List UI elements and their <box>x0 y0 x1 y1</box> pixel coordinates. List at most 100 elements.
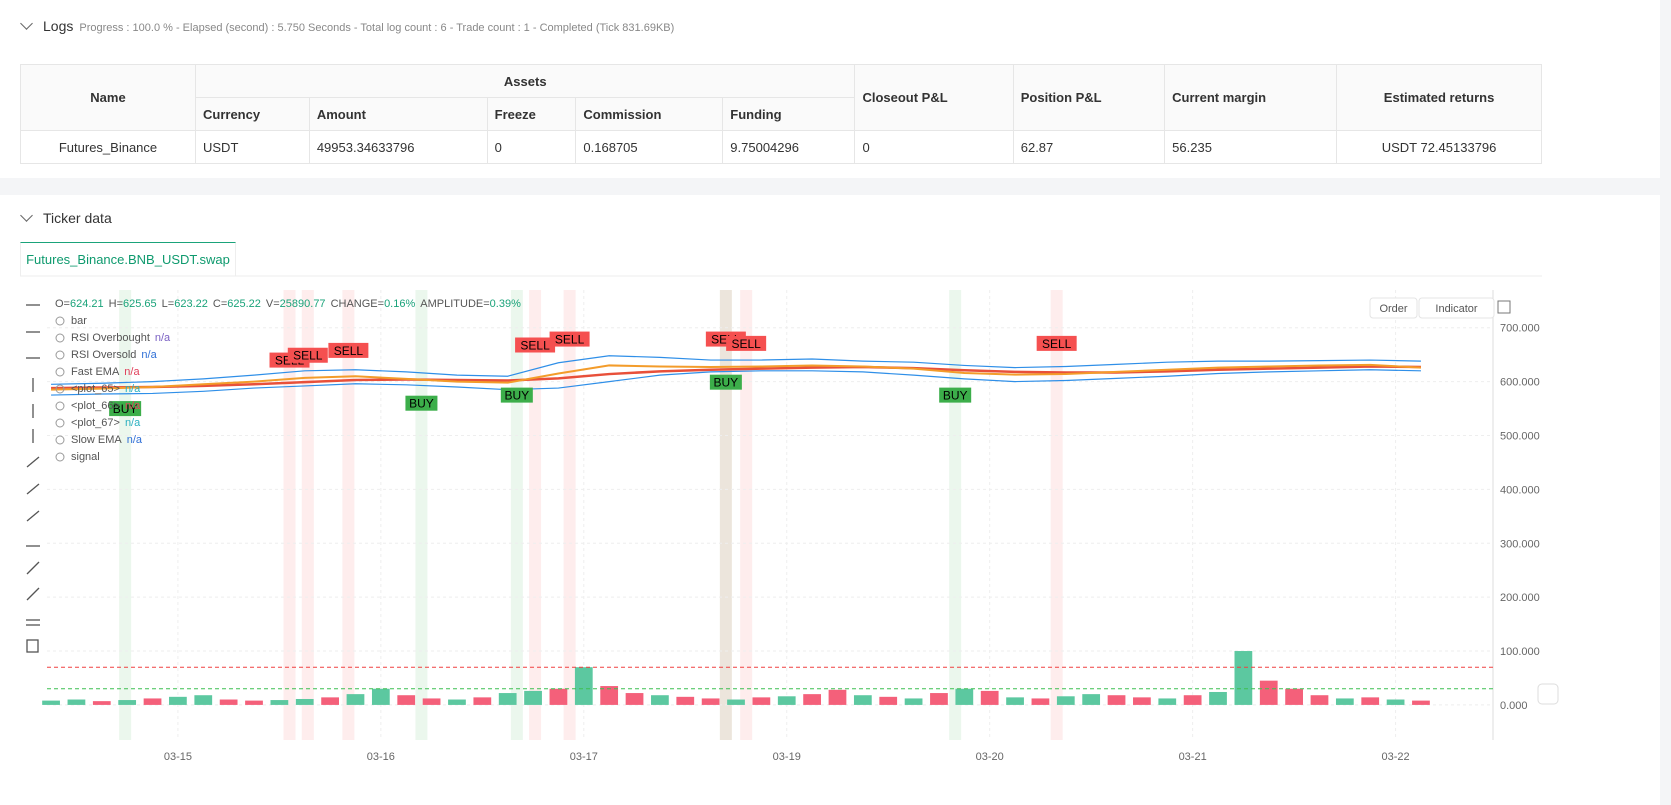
info-value: 625.22 <box>227 298 261 310</box>
y-tick-label: 700.000 <box>1500 323 1540 335</box>
legend-eye[interactable] <box>55 367 65 377</box>
legend-eye[interactable] <box>55 452 65 462</box>
legend-value: n/a <box>127 434 143 446</box>
legend-item[interactable]: <plot_65> n/a <box>71 383 141 395</box>
ticker-tab[interactable]: Futures_Binance.BNB_USDT.swap <box>20 242 236 276</box>
scroll-button[interactable] <box>1537 683 1559 705</box>
volume-bar <box>346 694 365 705</box>
signal-label: SELL <box>520 339 550 353</box>
legend-value: n/a <box>141 349 157 361</box>
legend-item[interactable]: signal <box>71 451 100 463</box>
signal-band <box>740 290 753 740</box>
td: 0 <box>854 130 1014 164</box>
legend-item[interactable]: Fast EMA n/a <box>71 366 140 378</box>
info-label: AMPLITUDE= <box>420 298 489 310</box>
volume-bar <box>574 667 593 705</box>
volume-bar <box>549 688 568 705</box>
legend-eye[interactable] <box>55 333 65 343</box>
legend-value: n/a <box>155 332 171 344</box>
legend-name: <plot_66> <box>71 400 120 412</box>
y-tick-label: 500.000 <box>1500 430 1540 442</box>
legend-eye[interactable] <box>55 350 65 360</box>
info-label: L= <box>162 298 175 310</box>
chart-button-label[interactable]: Indicator <box>1435 303 1478 315</box>
volume-bar <box>752 697 771 705</box>
volume-bar <box>1310 695 1329 705</box>
volume-bar <box>270 700 289 705</box>
legend-value: n/a <box>125 400 141 412</box>
toolbar <box>26 304 40 653</box>
logs-title: Logs <box>43 18 74 34</box>
th: Freeze <box>486 97 577 131</box>
volume-bar <box>1386 699 1405 705</box>
legend-eye[interactable] <box>55 435 65 445</box>
info-label: CHANGE= <box>331 298 385 310</box>
signal-label: SELL <box>334 344 364 358</box>
legend-item[interactable]: RSI Oversold n/a <box>71 349 158 361</box>
logs-header[interactable]: Logs Progress : 100.0 % - Elapsed (second… <box>20 17 675 34</box>
legend-item[interactable]: RSI Overbought n/a <box>71 332 171 344</box>
legend-eye[interactable] <box>55 401 65 411</box>
legend-item[interactable]: <plot_67> n/a <box>71 417 141 429</box>
signal-label: SELL <box>555 333 585 347</box>
chart-button[interactable] <box>1418 297 1495 319</box>
logs-status: Progress : 100.0 % - Elapsed (second) : … <box>79 22 675 34</box>
volume-bar <box>422 698 441 705</box>
info-label: O= <box>55 298 70 310</box>
volume-bar <box>1412 700 1430 705</box>
signal-band <box>1050 290 1063 740</box>
legend-item[interactable]: Slow EMA n/a <box>71 434 143 446</box>
volume-bar <box>651 695 669 705</box>
th: Assets <box>194 64 856 98</box>
th: Amount <box>308 97 488 131</box>
signal-box <box>549 331 590 347</box>
td: USDT 72.45133796 <box>1336 130 1542 164</box>
chart-button-label[interactable]: Order <box>1379 303 1407 315</box>
ohlc-info: O=624.21 H=625.65 L=623.22 C=625.22 V=25890.… <box>55 298 521 310</box>
legend-value: n/a <box>125 383 141 395</box>
info-label: V= <box>266 298 280 310</box>
volume-bar <box>1234 651 1253 705</box>
volume-bar <box>169 696 187 705</box>
signal-box <box>1036 335 1077 351</box>
x-tick-label: 03-15 <box>164 751 192 763</box>
info-label: H= <box>109 298 123 310</box>
legend-eye[interactable] <box>55 384 65 394</box>
signal-band <box>342 290 355 740</box>
y-tick-label: 0.000 <box>1500 700 1528 712</box>
volume-bar <box>1031 698 1050 705</box>
volume-bar <box>777 696 796 705</box>
td: Futures_Binance <box>20 130 196 164</box>
ticker-header[interactable]: Ticker data <box>20 209 112 226</box>
signal-label: BUY <box>943 389 968 403</box>
series-line <box>51 363 1422 391</box>
legend-eye[interactable] <box>55 418 65 428</box>
volume-bar <box>219 699 238 705</box>
signal-label: SELL <box>1042 337 1072 351</box>
signal-band <box>949 290 962 740</box>
volume-bar <box>371 688 390 705</box>
volume-bar <box>245 700 263 705</box>
volume-bar <box>828 689 847 705</box>
volume-bar <box>1133 697 1151 705</box>
volume-bar <box>1259 680 1278 705</box>
expand-button[interactable] <box>1497 300 1511 314</box>
th: Position P&L <box>1012 64 1166 131</box>
legend-eye[interactable] <box>55 316 65 326</box>
volume-bar <box>930 693 948 705</box>
legend-item[interactable]: bar <box>71 315 87 327</box>
legend-name: <plot_65> <box>71 383 120 395</box>
legend-name: Slow EMA <box>71 434 122 446</box>
signal-box <box>109 401 142 417</box>
legend-item[interactable]: <plot_66> n/a <box>71 400 141 412</box>
volume-bar <box>955 688 974 705</box>
volume-bar <box>1158 698 1177 705</box>
signal-band <box>510 290 523 740</box>
signal-box <box>328 342 369 358</box>
td: USDT <box>195 130 310 164</box>
legend-name: RSI Overbought <box>71 332 150 344</box>
td: 9.75004296 <box>722 130 856 164</box>
volume-bar <box>67 699 86 705</box>
chart-button[interactable] <box>1369 297 1418 319</box>
y-tick-label: 200.000 <box>1500 592 1540 604</box>
